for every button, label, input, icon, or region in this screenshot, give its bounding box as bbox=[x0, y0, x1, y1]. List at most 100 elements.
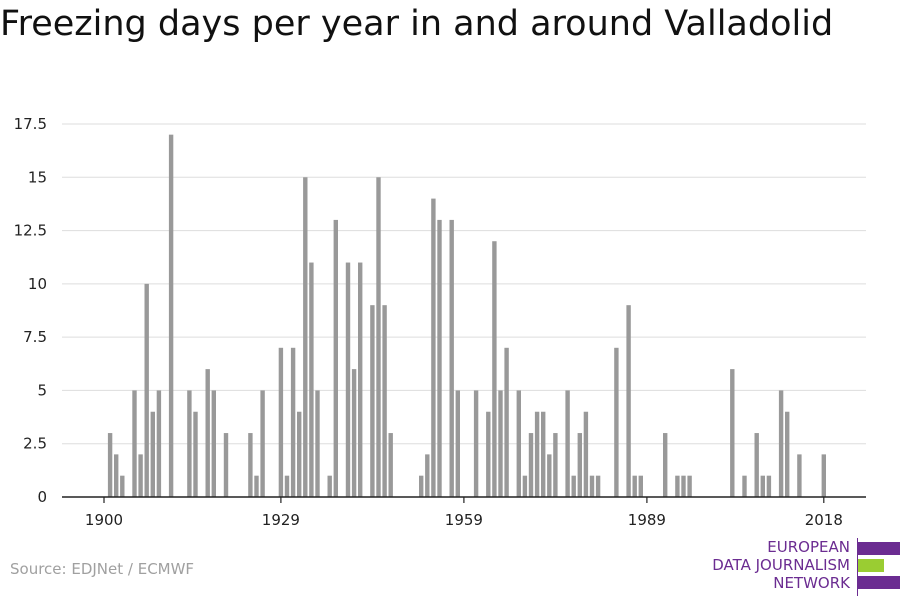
bar bbox=[107, 433, 113, 497]
bar bbox=[778, 390, 784, 497]
bar bbox=[663, 433, 668, 497]
bar bbox=[565, 390, 570, 497]
bars bbox=[107, 134, 826, 498]
logo-text-line-2: DATA JOURNALISM bbox=[712, 556, 850, 574]
bar bbox=[419, 475, 424, 497]
bar bbox=[687, 475, 692, 497]
bar bbox=[797, 454, 802, 497]
grid-lines bbox=[62, 123, 866, 445]
bar bbox=[260, 390, 265, 497]
bar bbox=[528, 433, 534, 497]
bar bbox=[754, 433, 759, 497]
bar bbox=[522, 475, 528, 497]
bar bbox=[534, 411, 540, 497]
y-tick-label: 17.5 bbox=[14, 115, 47, 133]
bar bbox=[504, 347, 509, 497]
bar bbox=[632, 475, 637, 497]
bar bbox=[120, 475, 125, 497]
bar bbox=[541, 411, 546, 497]
bar bbox=[303, 177, 308, 498]
logo-text-line-1: EUROPEAN bbox=[767, 538, 850, 556]
y-tick-label: 2.5 bbox=[23, 435, 47, 453]
bar bbox=[730, 369, 735, 497]
bar bbox=[187, 390, 192, 497]
bar bbox=[437, 219, 442, 497]
bar bbox=[571, 475, 576, 497]
x-tick-label: 1989 bbox=[628, 511, 666, 529]
bar bbox=[553, 433, 558, 497]
x-tick-label: 1900 bbox=[85, 511, 123, 529]
bar bbox=[425, 454, 430, 497]
bar bbox=[382, 305, 387, 497]
bar bbox=[455, 390, 460, 497]
y-tick-label: 15 bbox=[28, 168, 47, 186]
bar bbox=[358, 262, 363, 497]
x-tick-label: 1929 bbox=[262, 511, 300, 529]
bar bbox=[132, 390, 137, 497]
bar bbox=[315, 390, 320, 497]
bar bbox=[351, 369, 357, 497]
bar bbox=[638, 475, 643, 497]
bar bbox=[193, 411, 198, 497]
bar bbox=[473, 390, 479, 497]
bar bbox=[297, 411, 302, 497]
source-note: Source: EDJNet / ECMWF bbox=[10, 560, 195, 578]
y-tick-label: 5 bbox=[37, 381, 47, 399]
bar bbox=[254, 475, 259, 497]
y-tick-label: 10 bbox=[28, 275, 47, 293]
logo-divider bbox=[857, 538, 858, 596]
bar bbox=[211, 390, 216, 497]
chart-title: Freezing days per year in and around Val… bbox=[0, 4, 834, 44]
bar bbox=[370, 305, 375, 497]
bar bbox=[681, 475, 686, 497]
bar bbox=[486, 411, 491, 497]
bar bbox=[742, 475, 747, 497]
bar bbox=[595, 475, 601, 497]
logo-bar-3 bbox=[858, 576, 900, 589]
x-axis-ticks: 1900 1929 1959 1989 2018 bbox=[85, 497, 843, 529]
logo-text-line-3: NETWORK bbox=[773, 574, 850, 592]
x-tick-label: 1959 bbox=[445, 511, 483, 529]
bar bbox=[156, 390, 162, 497]
bar bbox=[492, 241, 497, 497]
y-tick-label: 7.5 bbox=[23, 328, 47, 346]
bar bbox=[114, 454, 119, 497]
bar bbox=[278, 347, 284, 497]
bar bbox=[583, 411, 589, 497]
bar bbox=[516, 390, 521, 497]
bar bbox=[205, 369, 210, 497]
bar bbox=[168, 134, 174, 497]
bar bbox=[290, 347, 296, 497]
bar bbox=[785, 411, 790, 497]
bar bbox=[431, 198, 436, 497]
bar bbox=[821, 454, 826, 497]
bar bbox=[144, 283, 149, 497]
edjnet-logo: EUROPEAN DATA JOURNALISM NETWORK bbox=[700, 538, 900, 596]
bar bbox=[284, 475, 290, 497]
bar bbox=[223, 433, 229, 497]
bar bbox=[138, 454, 143, 497]
bar bbox=[388, 433, 393, 497]
y-axis-tick-labels: 0 2.5 5 7.5 10 12.5 15 17.5 bbox=[14, 115, 47, 506]
logo-bar-1 bbox=[858, 542, 900, 555]
bar bbox=[449, 219, 454, 497]
bar bbox=[547, 454, 552, 497]
bar bbox=[626, 305, 631, 497]
bar bbox=[589, 475, 595, 497]
bar bbox=[345, 262, 351, 497]
bar bbox=[376, 177, 381, 498]
y-tick-label: 0 bbox=[37, 488, 47, 506]
bar bbox=[150, 411, 155, 497]
y-tick-label: 12.5 bbox=[14, 222, 47, 240]
x-tick-label: 2018 bbox=[805, 511, 843, 529]
bar bbox=[760, 475, 765, 497]
bar bbox=[327, 475, 332, 497]
bar bbox=[577, 433, 582, 497]
bar bbox=[333, 219, 338, 497]
bar bbox=[675, 475, 680, 497]
bar bbox=[309, 262, 314, 497]
bar bbox=[766, 475, 772, 497]
bar bbox=[498, 390, 503, 497]
bar bbox=[614, 347, 619, 497]
